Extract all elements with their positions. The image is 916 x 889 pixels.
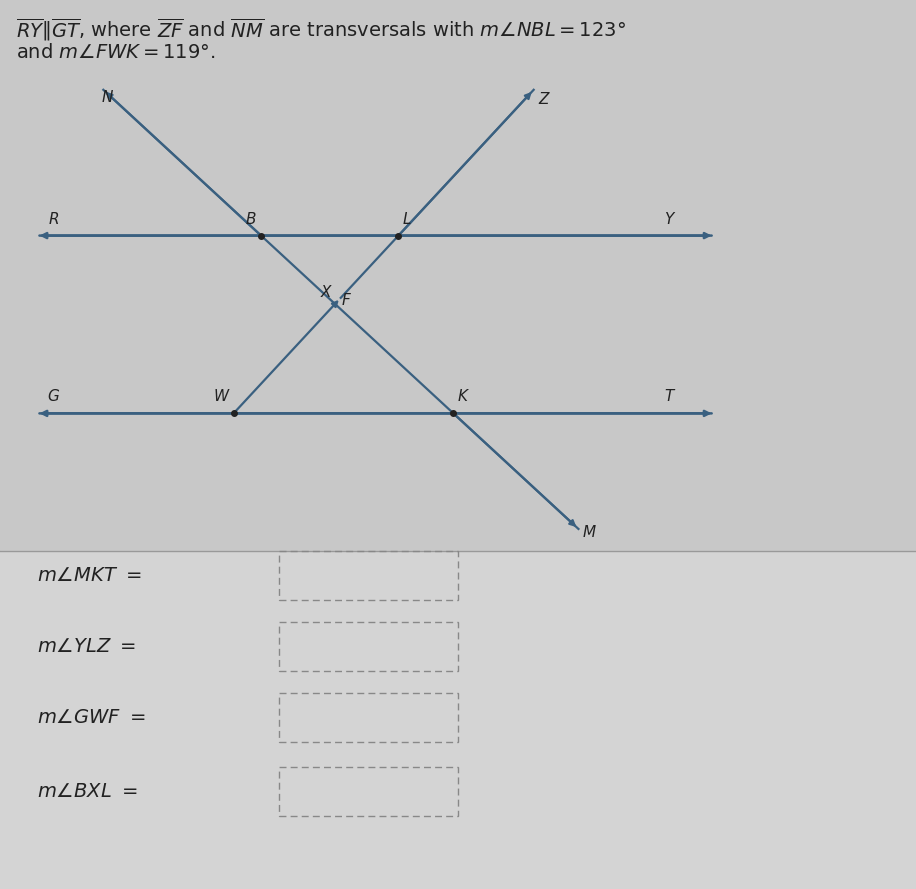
Text: $m\angle MKT\ =$: $m\angle MKT\ =$ [37,566,141,585]
Text: M: M [583,525,596,540]
Text: F: F [341,293,350,308]
Bar [279,767,458,816]
Text: L: L [403,212,411,227]
Text: B: B [246,212,256,227]
Text: N: N [101,90,113,105]
Text: $m\angle YLZ\ =$: $m\angle YLZ\ =$ [37,637,136,656]
Bar [279,551,458,600]
Text: $\overline{RY} \| \overline{GT}$, where $\overline{ZF}$ and $\overline{NM}$ are : $\overline{RY} \| \overline{GT}$, where … [16,16,627,43]
Bar [279,693,458,742]
Text: G: G [48,389,60,404]
Text: K: K [458,389,468,404]
Text: and $m\angle FWK = 119°$.: and $m\angle FWK = 119°$. [16,43,216,61]
Text: $m\angle GWF\ =$: $m\angle GWF\ =$ [37,709,146,727]
Bar [279,622,458,671]
Text: T: T [664,389,673,404]
Text: $m\angle BXL\ =$: $m\angle BXL\ =$ [37,782,137,801]
Text: Z: Z [539,92,549,107]
Text: Y: Y [664,212,673,227]
Text: R: R [49,212,60,227]
Text: X: X [321,284,332,300]
Text: W: W [213,389,229,404]
Bar [0,551,916,889]
